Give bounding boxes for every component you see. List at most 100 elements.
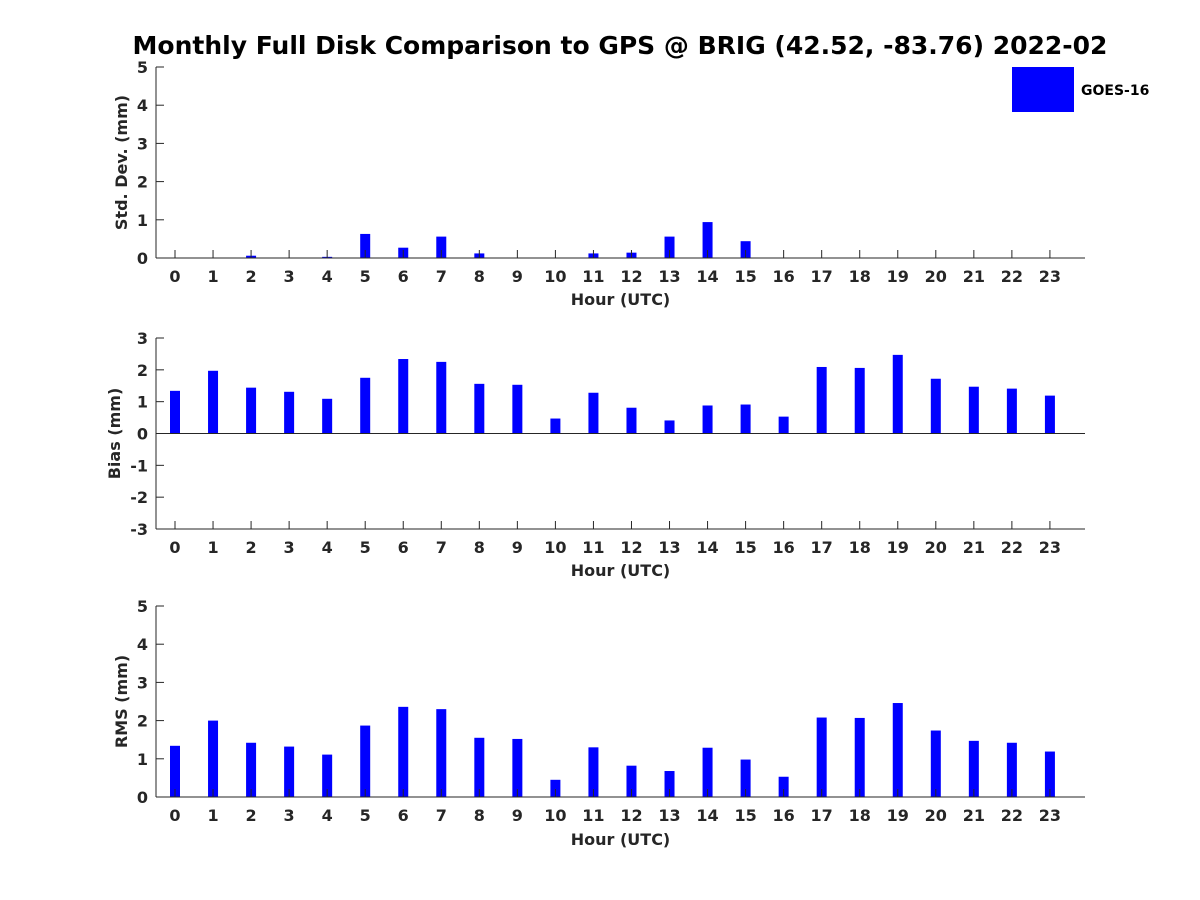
x-tick-label: 21 [963,806,985,825]
x-tick-label: 4 [322,538,333,557]
x-tick-label: 23 [1039,538,1061,557]
x-tick-label: 3 [284,538,295,557]
bar [436,709,447,797]
bar [968,386,979,434]
x-tick-label: 6 [398,267,409,286]
y-axis-label: Std. Dev. (mm) [112,95,131,230]
bar [474,737,485,797]
bar [854,717,865,797]
x-tick-label: 9 [512,806,523,825]
bar [702,747,713,797]
bar [208,370,219,434]
bar [778,776,789,797]
y-tick-label: -1 [130,456,148,475]
x-tick-label: 17 [811,806,833,825]
x-tick-label: 15 [734,538,756,557]
x-tick-label: 2 [246,267,257,286]
x-tick-label: 4 [322,806,333,825]
x-tick-label: 11 [582,538,604,557]
x-tick-label: 19 [887,538,909,557]
x-tick-label: 21 [963,267,985,286]
x-tick-label: 23 [1039,267,1061,286]
bar [360,377,371,434]
legend-swatch [1012,67,1074,112]
bar [816,366,827,434]
x-tick-label: 22 [1001,538,1023,557]
x-tick-label: 5 [360,538,371,557]
y-axis-label: RMS (mm) [112,655,131,748]
y-tick-label: 3 [137,329,148,348]
x-tick-label: 14 [696,806,718,825]
figure-title: Monthly Full Disk Comparison to GPS @ BR… [133,31,1108,60]
y-tick-label: 2 [137,712,148,731]
x-tick-label: 4 [322,267,333,286]
x-tick-label: 0 [169,538,180,557]
x-tick-label: 19 [887,267,909,286]
bar [284,746,295,797]
bar [512,738,523,797]
legend-label: GOES-16 [1081,83,1149,99]
bar [892,703,903,797]
bar [208,720,219,797]
x-tick-label: 9 [512,538,523,557]
x-tick-label: 21 [963,538,985,557]
bar [588,747,599,797]
y-tick-label: 4 [137,635,148,654]
x-tick-label: 10 [544,538,566,557]
x-tick-label: 14 [696,267,718,286]
bar [626,407,637,434]
x-tick-label: 7 [436,538,447,557]
bar [246,742,257,797]
bar [892,354,903,434]
x-tick-label: 8 [474,806,485,825]
y-tick-label: -2 [130,488,148,507]
bar [702,222,713,258]
x-tick-label: 18 [849,538,871,557]
bar [854,367,865,434]
bar [436,361,447,434]
x-tick-label: 10 [544,806,566,825]
bar [588,392,599,434]
x-tick-label: 16 [773,538,795,557]
bar [512,384,523,434]
bar [322,754,333,797]
y-tick-label: -3 [130,520,148,539]
bar [474,383,485,434]
x-tick-label: 18 [849,806,871,825]
x-tick-label: 10 [544,267,566,286]
x-tick-label: 12 [620,538,642,557]
bar [930,378,941,434]
x-tick-label: 1 [207,806,218,825]
bar [740,404,751,434]
bar [740,759,751,797]
y-tick-label: 5 [137,58,148,77]
bar [322,398,333,434]
x-tick-label: 13 [658,538,680,557]
x-tick-label: 2 [246,806,257,825]
x-tick-label: 9 [512,267,523,286]
x-tick-label: 11 [582,267,604,286]
y-tick-label: 2 [137,173,148,192]
x-tick-label: 7 [436,267,447,286]
bar [740,241,751,258]
x-tick-label: 6 [398,806,409,825]
x-tick-label: 12 [620,806,642,825]
y-tick-label: 3 [137,673,148,692]
x-tick-label: 22 [1001,267,1023,286]
x-tick-label: 13 [658,806,680,825]
bar [1044,395,1055,434]
bar [1044,751,1055,797]
x-tick-label: 7 [436,806,447,825]
y-tick-label: 2 [137,361,148,380]
x-tick-label: 3 [284,267,295,286]
bar [398,359,409,434]
y-tick-label: 1 [137,750,148,769]
x-tick-label: 18 [849,267,871,286]
x-tick-label: 15 [734,806,756,825]
x-tick-label: 8 [474,267,485,286]
